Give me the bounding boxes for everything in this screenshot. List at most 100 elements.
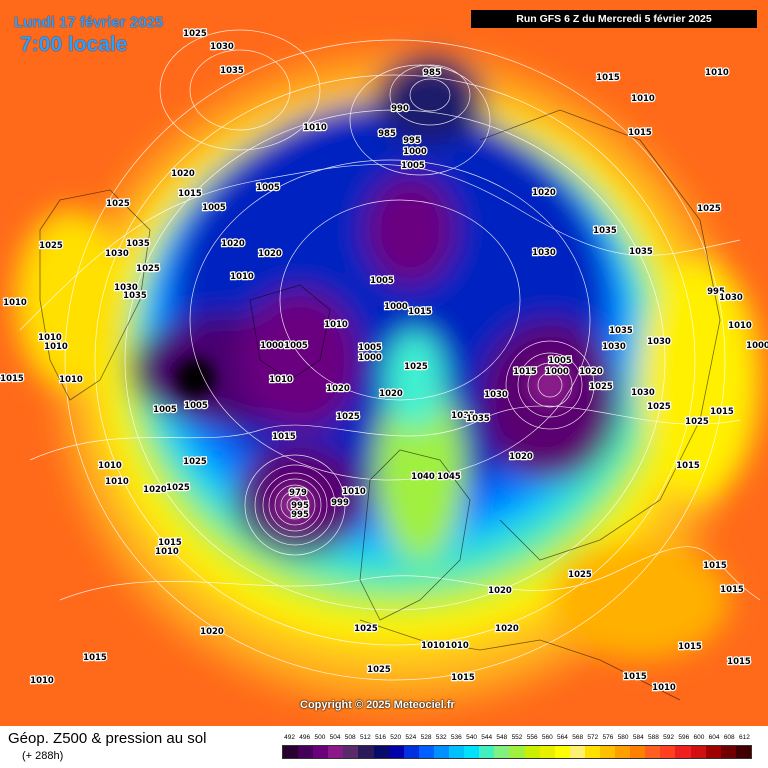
scale-swatch xyxy=(283,746,299,758)
isobar-label: 1000 xyxy=(545,367,569,377)
isobar-label: 1035 xyxy=(466,414,490,424)
isobar-label: 1005 xyxy=(370,276,394,286)
isobar-label: 1030 xyxy=(484,390,508,400)
isobar-label: 1005 xyxy=(401,161,425,171)
scale-label: 556 xyxy=(526,734,538,741)
isobar-label: 1010 xyxy=(44,342,68,352)
isobar-label: 985 xyxy=(423,68,441,78)
scale-label: 584 xyxy=(632,734,644,741)
isobar-label: 1020 xyxy=(171,169,195,179)
scale-label: 604 xyxy=(708,734,720,741)
isobar-label: 1015 xyxy=(272,432,296,442)
isobar-label: 999 xyxy=(331,498,349,508)
scale-label: 492 xyxy=(284,734,296,741)
scale-swatch xyxy=(464,746,480,758)
isobar-label: 1020 xyxy=(258,249,282,259)
isobar-label: 1015 xyxy=(678,642,702,652)
weather-map: 1025 1030 1035 985 990 985 995 1000 1005 1015 1010… xyxy=(0,0,768,726)
isobar-label: 1010 xyxy=(3,298,27,308)
isobar-label: 1010 xyxy=(445,641,469,651)
scale-swatch xyxy=(660,746,676,758)
isobar-label: 1025 xyxy=(647,402,671,412)
isobar-label: 1020 xyxy=(221,239,245,249)
isobar-label: 1030 xyxy=(719,293,743,303)
scale-label: 596 xyxy=(678,734,690,741)
isobar-label: 995 xyxy=(291,501,309,511)
isobar-label: 1005 xyxy=(284,341,308,351)
scale-swatch xyxy=(705,746,721,758)
scale-label: 536 xyxy=(450,734,462,741)
scale-label: 528 xyxy=(420,734,432,741)
isobar-label: 1010 xyxy=(324,320,348,330)
scale-swatch xyxy=(720,746,736,758)
isobar-label: 979 xyxy=(289,488,307,498)
isobar-label: 1040 xyxy=(411,472,435,482)
isobar-label: 1010 xyxy=(230,272,254,282)
scale-swatch xyxy=(524,746,540,758)
isobar-label: 1000 xyxy=(358,353,382,363)
scale-swatch xyxy=(509,746,525,758)
scale-label: 508 xyxy=(344,734,356,741)
scale-label: 588 xyxy=(648,734,659,741)
isobar-label: 1025 xyxy=(685,417,709,427)
isobar-label: 1020 xyxy=(326,384,350,394)
scale-swatch xyxy=(433,746,450,758)
isobar-label: 1010 xyxy=(342,487,366,497)
isobar-label: 1020 xyxy=(532,188,556,198)
scale-swatch xyxy=(373,746,389,758)
isobar-label: 1015 xyxy=(513,367,537,377)
product-title: Géop. Z500 & pression au sol xyxy=(8,730,207,747)
scale-label: 516 xyxy=(375,734,386,741)
scale-label: 564 xyxy=(557,734,568,741)
scale-swatch xyxy=(358,746,374,758)
isobar-label: 1015 xyxy=(710,407,734,417)
isobar-label: 1015 xyxy=(0,374,24,384)
isobar-label: 1020 xyxy=(379,389,403,399)
isobar-label: 1015 xyxy=(703,561,727,571)
scale-swatch xyxy=(298,746,314,758)
scale-swatch xyxy=(554,746,570,758)
scale-swatch xyxy=(494,746,510,758)
scale-label: 576 xyxy=(602,734,614,741)
isobar-label: 1025 xyxy=(106,199,130,209)
map-footer: Géop. Z500 & pression au sol (+ 288h) 49… xyxy=(0,726,768,768)
isobar-label: 1015 xyxy=(727,657,751,667)
isobar-label: 1025 xyxy=(166,483,190,493)
scale-swatch xyxy=(313,746,329,758)
forecast-lead-time: (+ 288h) xyxy=(22,750,64,762)
valid-time: 7:00 locale xyxy=(20,33,128,56)
scale-label: 552 xyxy=(511,734,523,741)
isobar-label: 1025 xyxy=(183,457,207,467)
scale-label: 532 xyxy=(435,734,447,741)
color-scale-bar xyxy=(282,745,752,759)
isobar-label: 1030 xyxy=(105,249,129,259)
isobar-label: 1030 xyxy=(532,248,556,258)
scale-swatch xyxy=(584,746,600,758)
isobar-label: 1035 xyxy=(593,226,617,236)
scale-swatch xyxy=(599,746,616,758)
scale-swatch xyxy=(343,746,359,758)
isobar-label: 1005 xyxy=(153,405,177,415)
copyright-notice: Copyright © 2025 Meteociel.fr xyxy=(300,699,455,711)
scale-label: 500 xyxy=(314,734,326,741)
isobar-label: 1010 xyxy=(38,333,62,343)
isobar-label: 995 xyxy=(291,510,309,520)
scale-label: 600 xyxy=(693,734,705,741)
isobar-label: 1000 xyxy=(746,341,768,351)
isobar-label: 1035 xyxy=(220,66,244,76)
isobar-label: 1010 xyxy=(728,321,752,331)
scale-label: 524 xyxy=(405,734,417,741)
scale-swatch xyxy=(569,746,585,758)
isobar-label: 1010 xyxy=(652,683,676,693)
isobar-label: 1010 xyxy=(98,461,122,471)
scale-label: 592 xyxy=(663,734,675,741)
scale-swatch xyxy=(449,746,465,758)
model-run-banner: Run GFS 6 Z du Mercredi 5 février 2025 xyxy=(471,10,757,28)
isobar-label: 1045 xyxy=(437,472,461,482)
isobar-label: 1025 xyxy=(589,382,613,392)
scale-swatch xyxy=(690,746,706,758)
isobar-label: 1025 xyxy=(568,570,592,580)
isobar-label: 1035 xyxy=(629,247,653,257)
isobar-label: 1025 xyxy=(39,241,63,251)
isobar-label: 1010 xyxy=(705,68,729,78)
